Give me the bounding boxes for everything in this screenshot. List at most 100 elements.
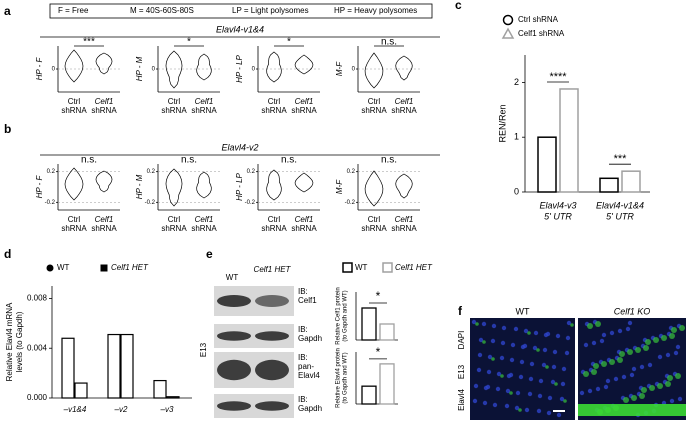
y-tick-label: 0	[152, 67, 156, 73]
group-label: shRNA	[91, 224, 117, 233]
nucleus	[490, 338, 496, 344]
cell-signal	[509, 391, 513, 395]
nucleus	[603, 384, 609, 390]
cell-signal	[641, 387, 647, 393]
nucleus	[675, 344, 681, 350]
cell-signal	[518, 408, 522, 412]
y-axis-label: (to Gapdh and WT)	[343, 352, 349, 403]
nucleus	[613, 376, 619, 382]
y-axis-label: Relative Celf1 protein	[336, 287, 342, 344]
cell-signal	[627, 349, 633, 355]
nucleus	[551, 364, 557, 370]
nucleus	[504, 403, 510, 409]
nucleus	[625, 326, 631, 332]
y-tick-label: 0.2	[247, 169, 256, 175]
column-label: Celf1 KO	[614, 306, 651, 316]
cell-signal	[661, 335, 667, 341]
violin	[266, 169, 282, 201]
bar	[107, 333, 121, 399]
x-tick-label: 5' UTR	[544, 211, 572, 221]
y-axis-label: Relative Elavl4 protein	[336, 348, 342, 408]
group-label: Ctrl	[168, 97, 181, 106]
nucleus	[486, 369, 492, 375]
blot-label: pan-	[298, 362, 314, 371]
nucleus	[476, 367, 482, 373]
nucleus	[591, 340, 597, 346]
blot-label: IB:	[298, 395, 308, 404]
nucleus	[477, 352, 483, 358]
lane-label: Celf1 HET	[254, 265, 292, 274]
cell-signal	[527, 331, 531, 335]
y-tick-label: -0.2	[245, 200, 256, 206]
nucleus	[677, 396, 683, 402]
cell-signal	[563, 399, 567, 403]
group-label: shRNA	[61, 106, 87, 115]
cell-signal	[482, 340, 486, 344]
group-label: Celf1	[295, 97, 314, 106]
nucleus	[524, 407, 530, 413]
nucleus	[513, 326, 519, 332]
group-label: Celf1	[195, 215, 214, 224]
nucleus	[605, 378, 611, 384]
cell-signal	[593, 363, 599, 369]
group-label: shRNA	[291, 106, 317, 115]
y-tick-label: 0.004	[27, 343, 48, 352]
panel-label: c	[455, 0, 462, 12]
cell-signal	[645, 339, 651, 345]
y-tick-label: -0.2	[345, 200, 356, 206]
nucleus	[472, 398, 478, 404]
cell-signal	[667, 375, 673, 381]
legend-text: M = 40S-60S-80S	[130, 6, 194, 15]
cell-signal	[570, 323, 574, 327]
nucleus	[478, 337, 484, 343]
legend-label: Celf1 HET	[111, 263, 149, 272]
significance: *	[287, 37, 291, 48]
nucleus	[587, 388, 593, 394]
nucleus	[510, 342, 516, 348]
group-label: Ctrl	[68, 215, 81, 224]
nucleus	[547, 395, 553, 401]
y-axis-label: (to Gapdh and WT)	[343, 290, 349, 341]
group-label: Celf1	[395, 97, 414, 106]
legend-label: WT	[57, 263, 70, 272]
nucleus	[564, 350, 570, 356]
violin	[196, 171, 212, 199]
blot-band	[255, 295, 289, 307]
nucleus	[559, 396, 565, 402]
nucleus	[509, 357, 515, 363]
nucleus	[595, 386, 601, 392]
panel-label: e	[206, 247, 213, 261]
nucleus	[538, 378, 544, 384]
y-axis-label: levels (to Gapdh)	[15, 311, 24, 372]
y-axis-label: HP - F	[35, 56, 44, 80]
legend-text: HP = Heavy polysomes	[334, 6, 417, 15]
nucleus	[537, 393, 543, 399]
column-label: WT	[516, 306, 530, 316]
nucleus	[483, 385, 489, 391]
nucleus	[500, 340, 506, 346]
y-axis-label: HP - M	[135, 56, 144, 81]
violin	[364, 52, 384, 89]
panel-label: f	[458, 304, 463, 318]
nucleus	[627, 320, 633, 326]
x-tick-label: –v1&4	[63, 405, 87, 414]
y-tick-label: -0.2	[145, 200, 156, 206]
violin	[165, 168, 183, 207]
bar	[621, 170, 641, 193]
nucleus	[473, 383, 479, 389]
significance: *	[187, 37, 191, 48]
cell-signal	[536, 348, 540, 352]
cell-signal	[595, 321, 601, 327]
blot-band	[217, 331, 251, 341]
y-axis-label: HP - LP	[235, 54, 244, 82]
nucleus	[583, 342, 589, 348]
cell-signal	[635, 347, 641, 353]
bar	[61, 337, 75, 399]
nucleus	[482, 400, 488, 406]
group-label: shRNA	[161, 224, 187, 233]
nucleus	[657, 354, 663, 360]
nucleus	[561, 366, 567, 372]
group-label: shRNA	[361, 106, 387, 115]
nucleus	[555, 333, 561, 339]
nucleus	[514, 405, 520, 411]
